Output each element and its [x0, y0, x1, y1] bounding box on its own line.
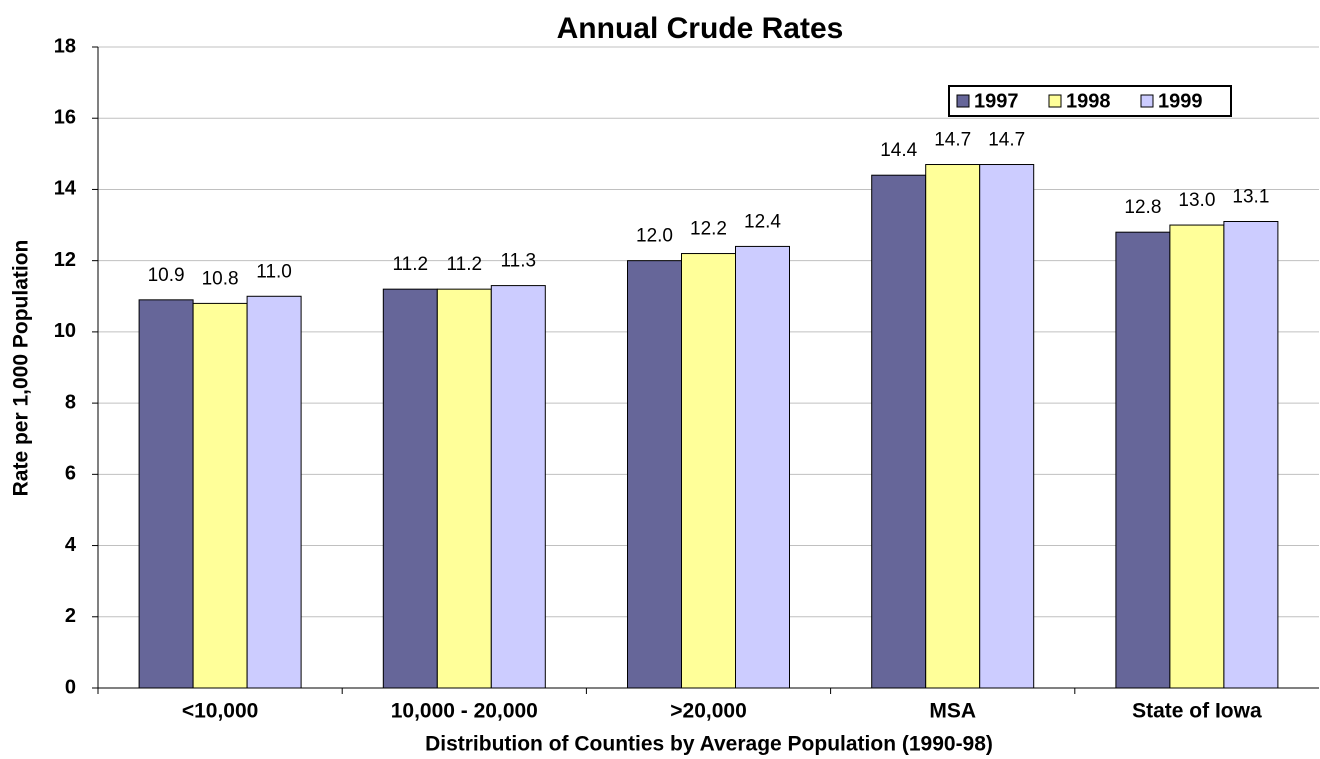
y-tick-label: 6 [65, 463, 76, 485]
legend-label: 1999 [1158, 90, 1203, 112]
bar [681, 253, 736, 689]
legend-swatch [1140, 94, 1154, 108]
bar [1169, 224, 1225, 689]
legend-label: 1997 [974, 90, 1019, 112]
legend-swatch [1048, 94, 1062, 108]
y-tick-label: 10 [54, 320, 76, 342]
x-tick-label: 10,000 - 20,000 [391, 700, 538, 723]
legend-label: 1998 [1066, 90, 1111, 112]
data-label: 10.8 [202, 268, 239, 289]
bar [871, 174, 927, 689]
data-label: 11.0 [256, 261, 292, 282]
y-tick-label: 4 [65, 534, 77, 556]
bar [1223, 220, 1279, 689]
data-label: 10.9 [148, 265, 185, 286]
bar [735, 245, 790, 689]
y-tick-label: 12 [54, 249, 76, 271]
bar [246, 295, 302, 689]
x-tick-label: >20,000 [670, 700, 747, 723]
bar [490, 285, 546, 689]
y-tick-label: 0 [65, 676, 76, 698]
bar [192, 302, 248, 689]
legend-swatch [956, 94, 970, 108]
data-label: 11.3 [501, 251, 537, 272]
x-tick-label: <10,000 [182, 700, 259, 723]
y-tick-label: 8 [65, 391, 76, 413]
bar [979, 164, 1035, 689]
data-label: 11.2 [447, 254, 483, 275]
x-tick-label: MSA [929, 700, 976, 723]
chart-title: Annual Crude Rates [557, 12, 844, 45]
legend: 1997 1998 1999 [948, 85, 1232, 117]
data-label: 14.7 [934, 130, 971, 151]
data-label: 12.2 [690, 219, 727, 240]
data-label: 14.7 [988, 130, 1025, 151]
data-label: 13.0 [1178, 190, 1215, 211]
data-label: 12.4 [744, 211, 781, 232]
y-tick-label: 14 [54, 178, 77, 200]
data-label: 12.0 [636, 226, 673, 247]
x-axis-label: Distribution of Counties by Average Popu… [425, 733, 993, 756]
y-tick-label: 2 [65, 605, 76, 627]
data-label: 11.2 [393, 254, 429, 275]
bar [382, 288, 438, 689]
data-label: 13.1 [1232, 187, 1269, 208]
bar [627, 260, 682, 689]
y-tick-label: 16 [54, 107, 76, 129]
bar [138, 299, 194, 689]
bar [1115, 231, 1171, 689]
data-label: 12.8 [1124, 197, 1161, 218]
bar [925, 164, 981, 689]
data-label: 14.4 [880, 140, 917, 161]
legend-box [948, 85, 1232, 117]
bar [436, 288, 492, 689]
y-axis-label: Rate per 1,000 Population [10, 240, 33, 497]
x-tick-label: State of Iowa [1132, 700, 1262, 723]
y-tick-label: 18 [54, 35, 76, 57]
